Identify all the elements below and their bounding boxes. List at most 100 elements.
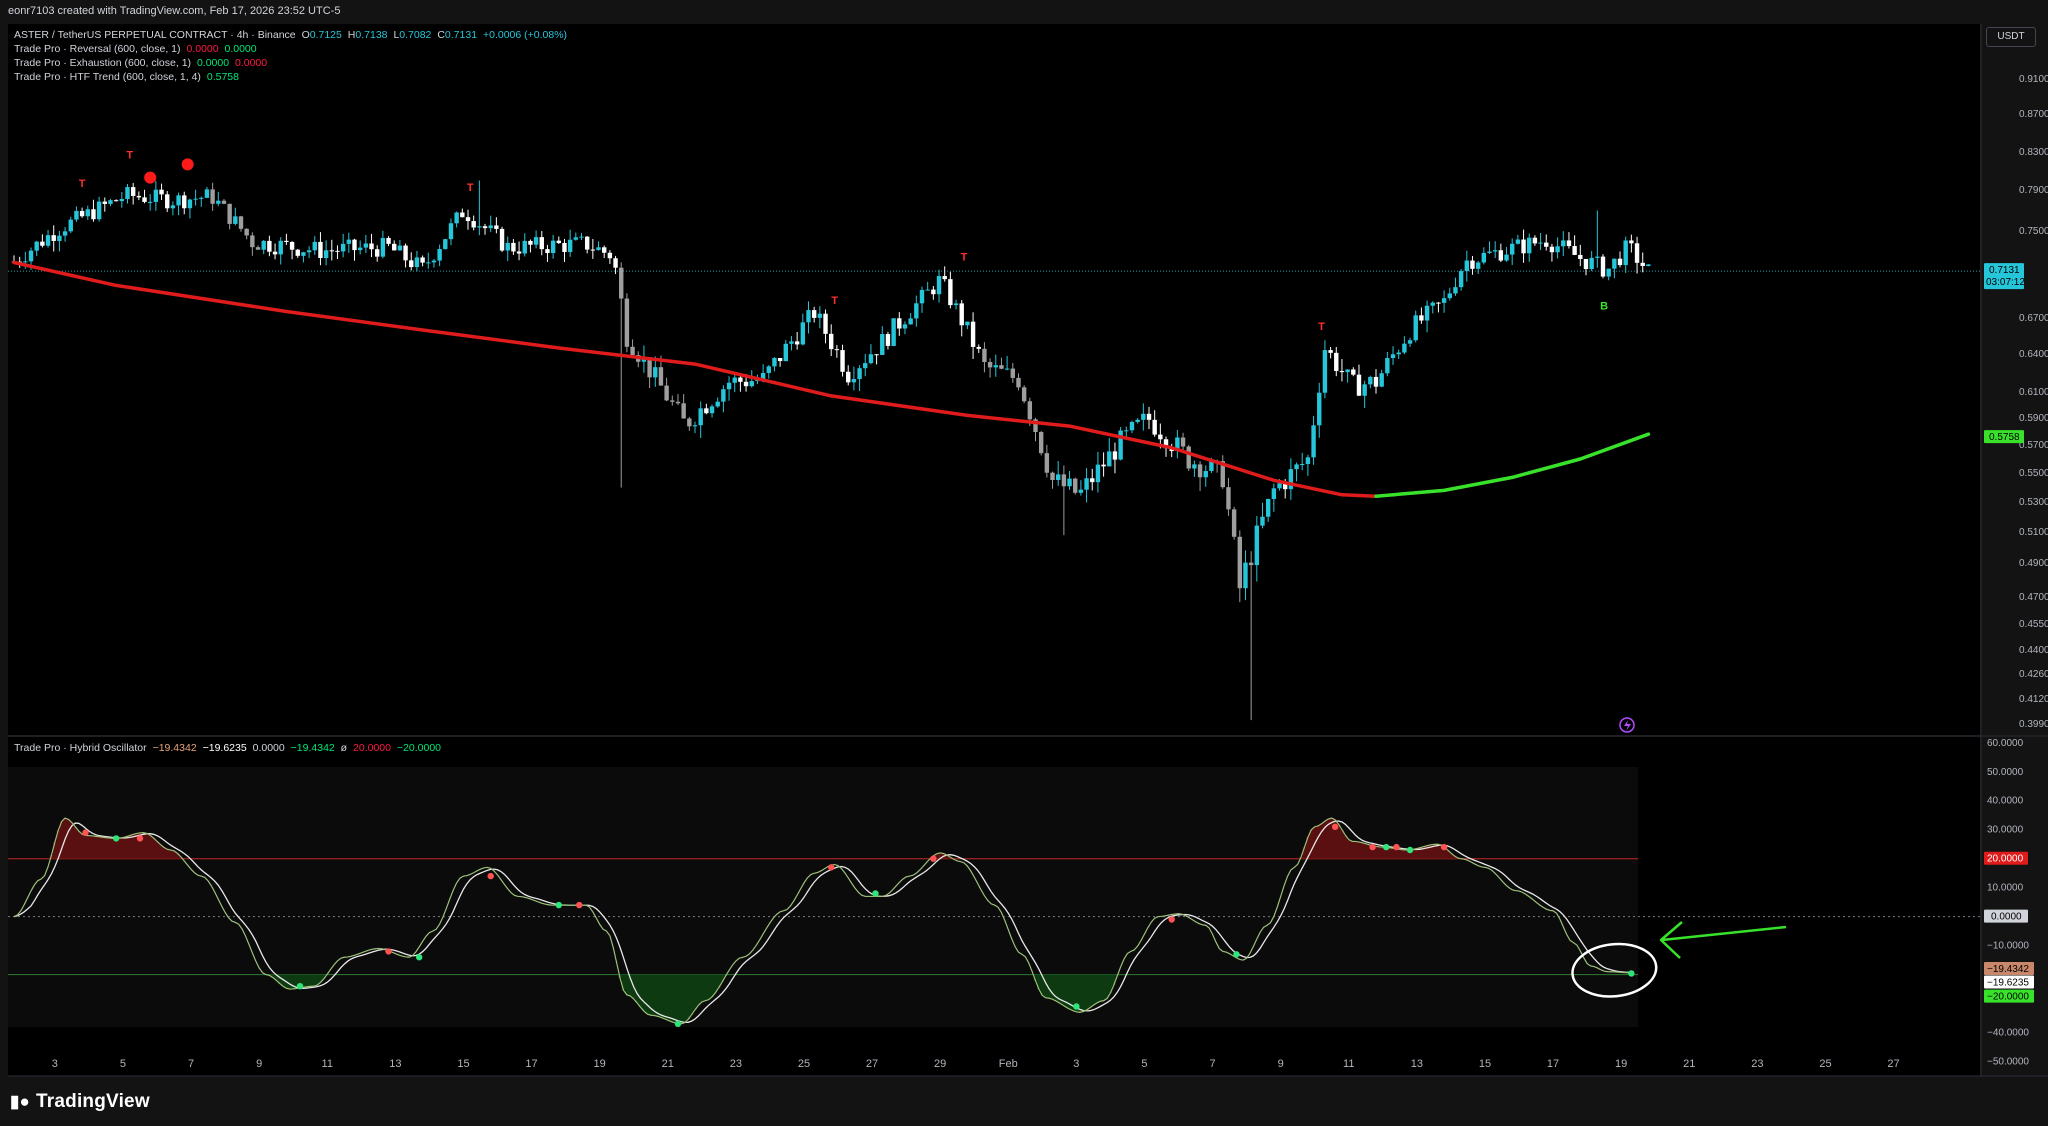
osc-tick-label: 10.0000	[1987, 883, 2024, 894]
candle-body	[165, 194, 170, 209]
candle-body	[130, 187, 136, 196]
candle-body	[539, 237, 544, 250]
candle-body	[982, 348, 987, 363]
watermark-bar: eonr7103 created with TradingView.com, F…	[0, 0, 2048, 24]
candle-body	[811, 310, 817, 318]
time-tick-label: 11	[1343, 1058, 1354, 1070]
osc-signal-dot-red	[930, 855, 937, 862]
candle-body	[1566, 240, 1572, 247]
candle-body	[233, 216, 238, 224]
candle-body	[1152, 419, 1157, 435]
candle-body	[34, 241, 39, 251]
candle-body	[1163, 439, 1169, 449]
currency-button[interactable]: USDT	[1986, 27, 2036, 47]
candle-body	[959, 303, 964, 326]
candle-body	[1572, 246, 1577, 255]
candle-body	[698, 408, 703, 426]
candle-body	[664, 385, 669, 401]
osc-signal-dot-red	[487, 872, 494, 880]
candle-body	[1527, 237, 1532, 254]
candle-body	[829, 333, 834, 350]
time-tick-label: 3	[52, 1058, 58, 1070]
legend-symbol-row: ASTER / TetherUS PERPETUAL CONTRACT · 4h…	[14, 29, 567, 41]
time-tick-label: 23	[730, 1058, 742, 1070]
candle-body	[1612, 258, 1617, 269]
legend-indicator-exhaustion[interactable]: Trade Pro · Exhaustion (600, close, 1) 0…	[14, 57, 267, 69]
osc-tick-label: −40.0000	[1987, 1028, 2029, 1039]
candle-body	[1283, 483, 1288, 490]
candle-body	[499, 228, 505, 251]
candle-body	[800, 322, 806, 345]
candle-body	[1640, 262, 1645, 267]
candle-body	[1515, 239, 1521, 244]
candle-body	[1351, 369, 1356, 375]
candle-body	[766, 366, 771, 373]
time-tick-label: Feb	[999, 1058, 1018, 1070]
legend-oscillator[interactable]: Trade Pro · Hybrid Oscillator −19.4342 −…	[14, 742, 441, 754]
candle-body	[1385, 358, 1390, 374]
legend-indicator-htf-trend[interactable]: Trade Pro · HTF Trend (600, close, 1, 4)…	[14, 71, 239, 83]
candle-body	[227, 203, 232, 224]
annotation-arrow-shaft	[1661, 925, 1787, 942]
candle-body	[908, 318, 913, 325]
osc-tick-label: 40.0000	[1987, 796, 2024, 807]
candle-body	[602, 247, 607, 253]
legend-close-label: C	[437, 29, 445, 41]
time-tick-label: 15	[457, 1058, 469, 1070]
candle-body	[23, 261, 28, 263]
candle-body	[340, 243, 346, 252]
candle-body	[369, 243, 374, 250]
candle-body	[970, 321, 976, 347]
osc-tick-label: −20.0000	[1987, 992, 2029, 1003]
candle-body	[1129, 421, 1135, 431]
candle-body	[284, 240, 289, 242]
oscillator-value-3: 0.0000	[252, 742, 285, 754]
reversal-dot	[181, 158, 194, 171]
candle-body	[1056, 474, 1061, 480]
candle-body	[357, 247, 363, 251]
oscillator-value-6: −20.0000	[396, 742, 441, 754]
candle-body	[1328, 350, 1333, 353]
candle-body	[658, 367, 664, 386]
time-tick-label: 13	[389, 1058, 401, 1070]
price-tick-label: 0.4550	[2019, 619, 2048, 630]
legend-indicator-reversal[interactable]: Trade Pro · Reversal (600, close, 1) 0.0…	[14, 43, 257, 55]
candle-body	[216, 200, 221, 204]
candle-body	[244, 228, 249, 236]
candle-body	[834, 349, 840, 351]
watermark-text: eonr7103 created with TradingView.com, F…	[8, 5, 341, 17]
indicator-htf-name: Trade Pro · HTF Trend (600, close, 1, 4)	[14, 71, 201, 83]
candle-body	[1112, 451, 1118, 460]
candle-body	[806, 310, 811, 323]
candle-body	[323, 250, 329, 259]
last-price-badge	[1984, 263, 2024, 290]
candle-body	[1073, 478, 1078, 493]
candle-body	[1481, 252, 1487, 263]
candle-body	[868, 354, 874, 364]
price-tick-label: 0.4260	[2019, 669, 2048, 680]
candle-body	[28, 250, 34, 262]
candle-body	[1402, 343, 1407, 353]
osc-tick-label: −10.0000	[1987, 941, 2029, 952]
candle-body	[45, 235, 51, 246]
legend-change: +0.0006 (+0.08%)	[482, 29, 568, 41]
candle-body	[987, 362, 993, 368]
candle-body	[533, 237, 539, 245]
osc-signal-dot-red	[1369, 843, 1376, 851]
candle-body	[1084, 478, 1089, 490]
signal-marker-t: T	[126, 150, 133, 162]
osc-signal-dot-green	[1406, 846, 1414, 854]
indicator-reversal-value-2: 0.0000	[224, 43, 257, 55]
indicator-htf-value: 0.5758	[206, 71, 239, 83]
tradingview-logo[interactable]: ▮● TradingView	[10, 1091, 150, 1113]
candle-body	[1254, 525, 1260, 566]
candle-body	[1430, 302, 1435, 306]
alert-icon	[1619, 717, 1635, 733]
osc-signal-dot-red	[136, 835, 144, 842]
candle-body	[187, 199, 193, 209]
candle-body	[1470, 260, 1475, 269]
candle-body	[306, 250, 312, 253]
annotation-circle	[1571, 942, 1658, 998]
legend-symbol[interactable]: ASTER / TetherUS PERPETUAL CONTRACT · 4h…	[14, 29, 296, 41]
